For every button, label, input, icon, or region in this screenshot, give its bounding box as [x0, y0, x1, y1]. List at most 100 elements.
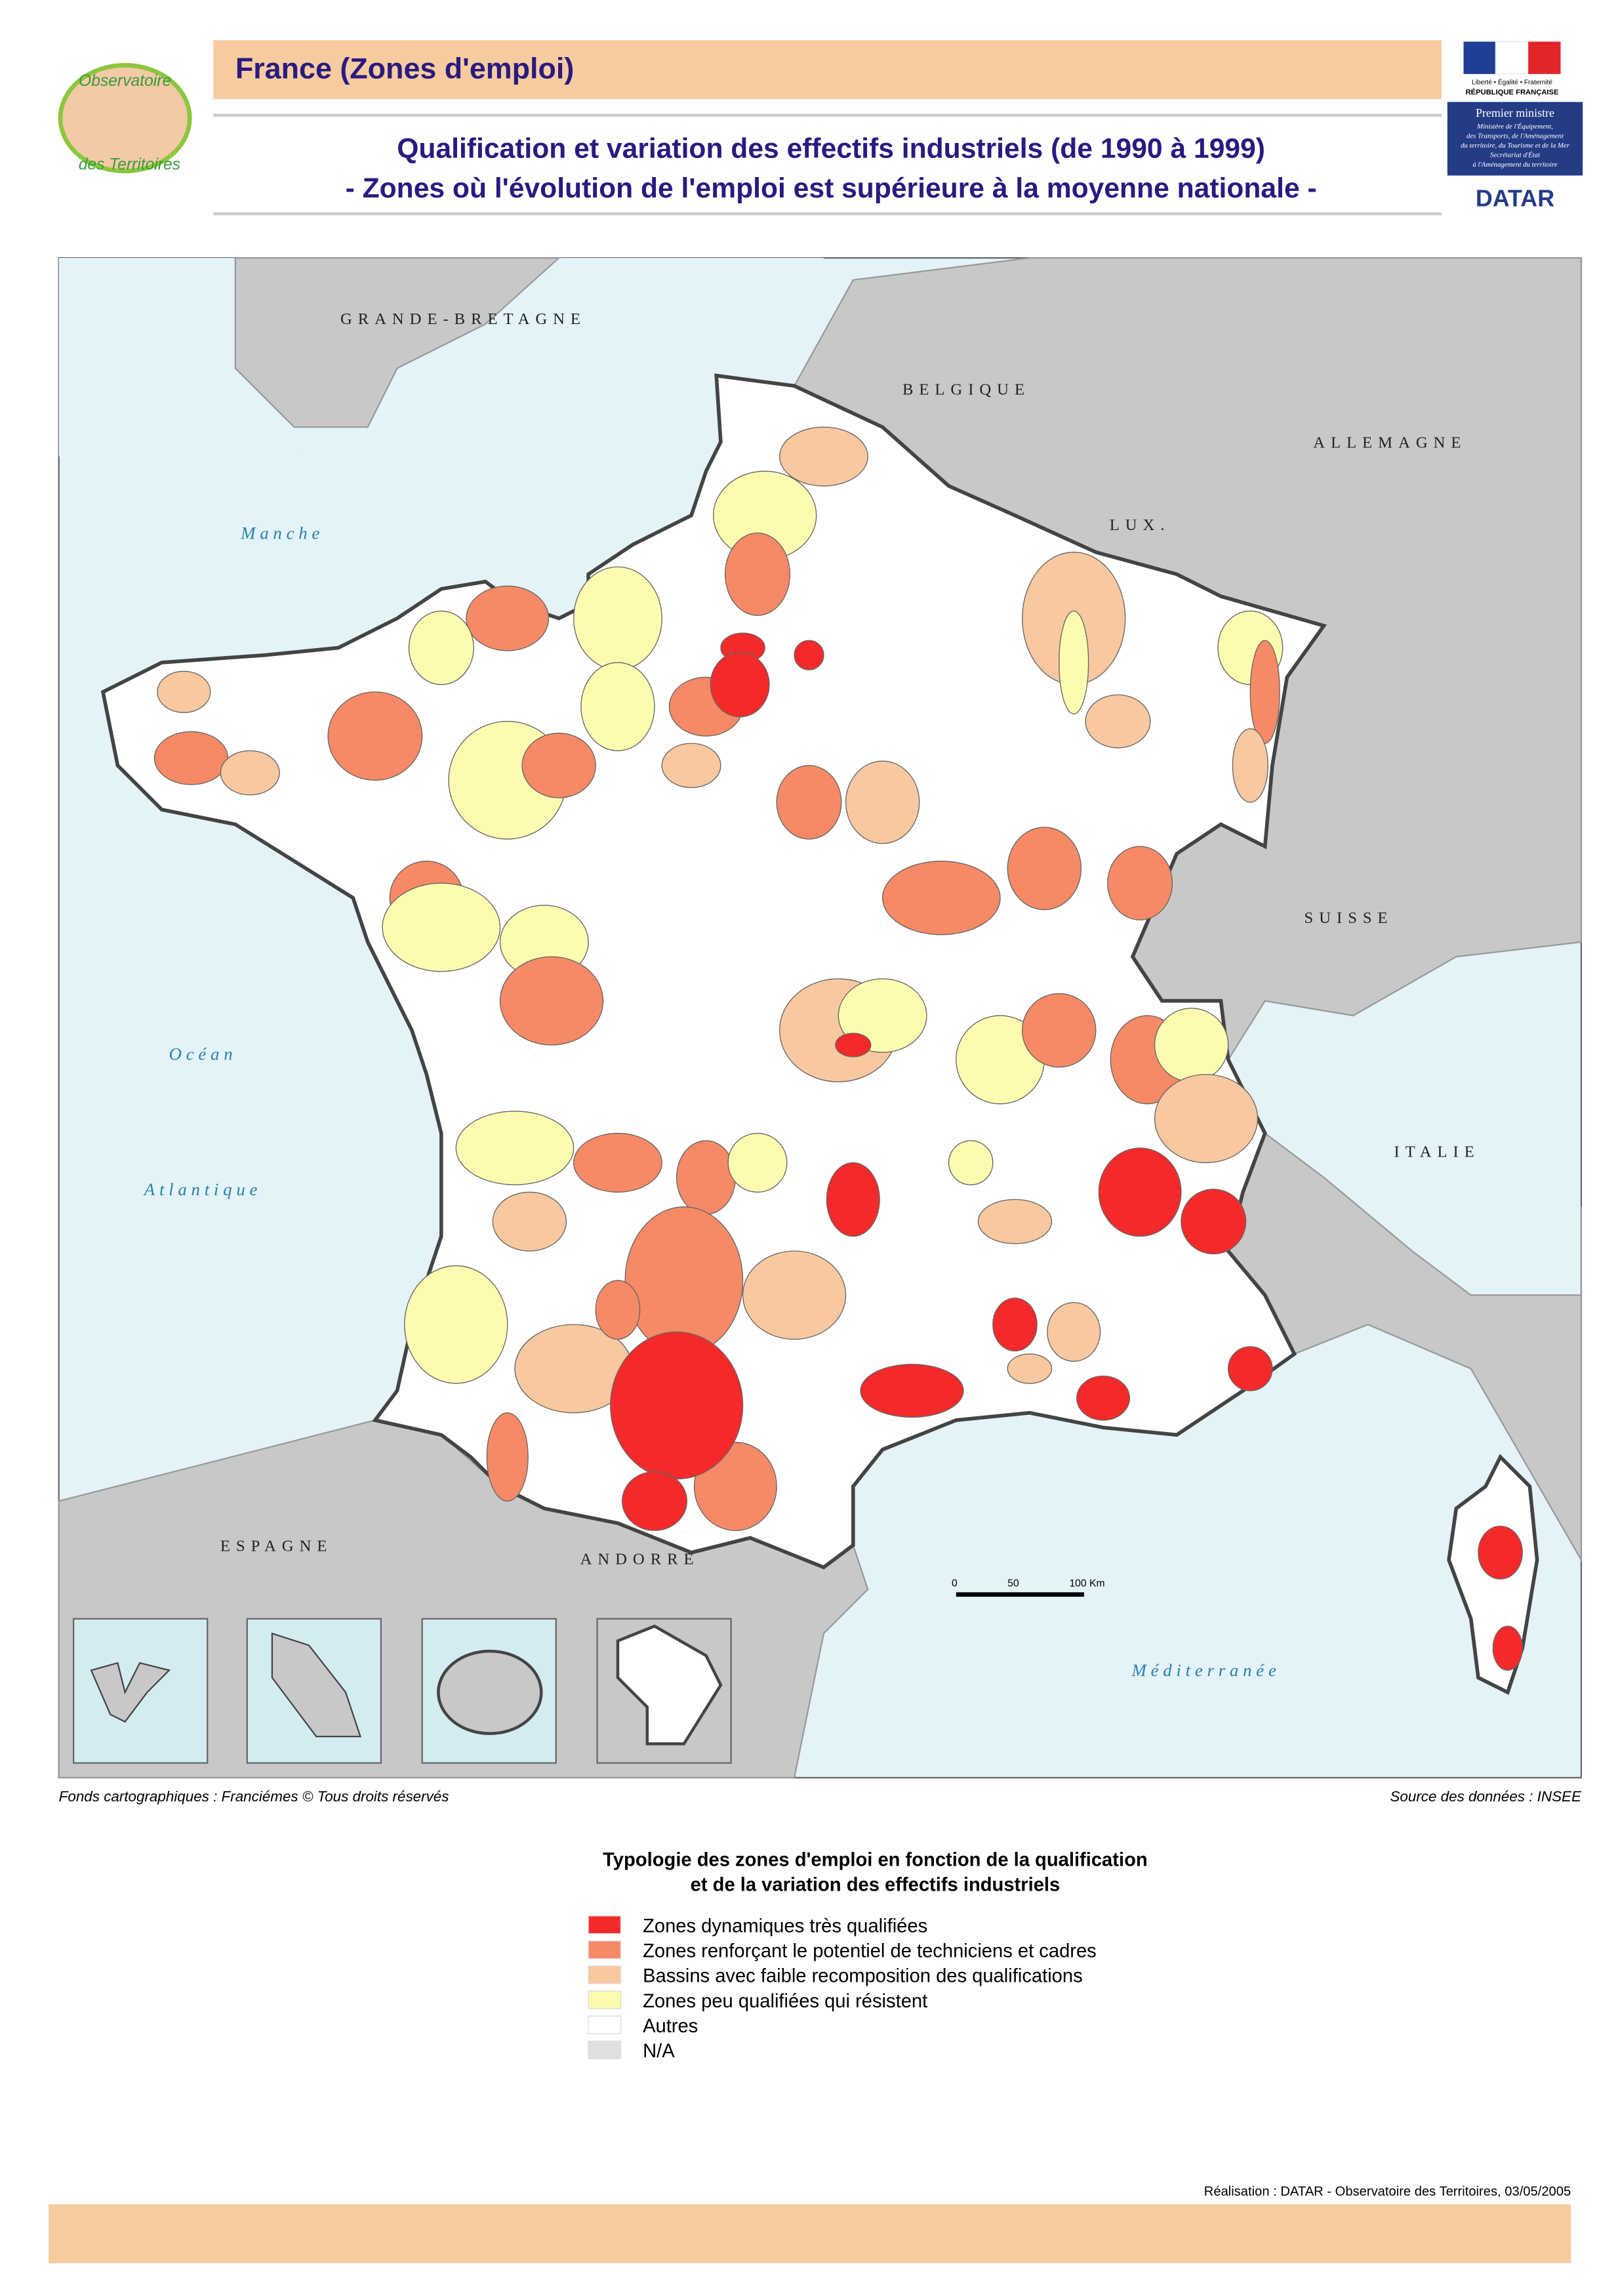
- zone: [404, 1265, 508, 1384]
- logo-republique: Liberté • Égalité • Fraternité RÉPUBLIQU…: [1447, 41, 1583, 212]
- legend-label: Bassins avec faible recomposition des qu…: [643, 1966, 1083, 1987]
- inset-shape: [271, 1632, 362, 1738]
- zone: [1047, 1302, 1101, 1362]
- legend-swatch: [588, 1940, 622, 1959]
- zone: [1154, 1074, 1259, 1164]
- legend-swatch: [588, 2015, 622, 2034]
- zone: [573, 566, 662, 670]
- zone: [1107, 846, 1173, 921]
- zone: [776, 765, 842, 840]
- flag-red: [1528, 41, 1561, 74]
- zone: [835, 1033, 872, 1057]
- legend-swatch: [588, 1965, 622, 1984]
- map: GRANDE-BRETAGNE BELGIQUE ALLEMAGNE LUX. …: [58, 257, 1583, 1779]
- zone: [779, 426, 868, 487]
- zone: [595, 1280, 641, 1340]
- zone: [486, 1412, 529, 1502]
- base-map-note: Fonds cartographiques : Franciémes © Tou…: [59, 1788, 449, 1805]
- republic: RÉPUBLIQUE FRANÇAISE: [1466, 88, 1559, 96]
- legend-label: Zones peu qualifiées qui résistent: [643, 1991, 927, 2012]
- scale-line: [956, 1592, 1084, 1597]
- scale-label: 0: [952, 1578, 958, 1589]
- legend-label: N/A: [643, 2041, 675, 2062]
- insets: [73, 1618, 732, 1764]
- zone: [624, 1206, 744, 1355]
- zone: [466, 585, 550, 651]
- ministry-line: à l'Aménagement du territoire: [1472, 161, 1558, 169]
- zone: [382, 882, 501, 972]
- brand: DATAR: [1476, 186, 1554, 212]
- zone: [492, 1191, 567, 1252]
- zone: [1059, 610, 1089, 715]
- inset-shape: [437, 1649, 543, 1735]
- zone: [408, 610, 474, 686]
- zone: [499, 956, 604, 1046]
- zone: [710, 651, 770, 718]
- country-label: SUISSE: [1305, 909, 1394, 927]
- office: Premier ministre: [1476, 106, 1554, 119]
- flag-blue: [1463, 41, 1496, 74]
- country-label: GRANDE-BRETAGNE: [340, 310, 586, 328]
- logo-shape: [58, 62, 192, 174]
- zone: [220, 750, 280, 796]
- legend-swatch: [588, 1916, 622, 1935]
- zone: [580, 662, 655, 752]
- zone: [1478, 1525, 1523, 1580]
- legend-label: Zones dynamiques très qualifiées: [643, 1916, 927, 1937]
- inset-shape: [616, 1624, 723, 1746]
- credit: Réalisation : DATAR - Observatoire des T…: [1204, 2184, 1571, 2199]
- zone: [977, 1199, 1053, 1244]
- zone: [1098, 1147, 1182, 1237]
- zone: [676, 1140, 737, 1215]
- zone: [1022, 993, 1097, 1068]
- zone: [948, 1140, 994, 1185]
- zone: [1007, 1353, 1053, 1384]
- zone: [661, 743, 721, 789]
- scale-label: 50: [1007, 1578, 1019, 1589]
- ministry-lines: Ministère de l'Équipement,des Transports…: [1461, 123, 1570, 169]
- ministry-box: [1447, 102, 1583, 176]
- sea-label: Manche: [240, 523, 324, 543]
- flag-white: [1495, 41, 1529, 75]
- zone: [153, 731, 229, 785]
- zone: [794, 640, 824, 670]
- sea-label: Méditerranée: [1131, 1660, 1280, 1680]
- legend: Zones dynamiques très qualifiées Zones re…: [588, 1916, 1097, 2062]
- zone: [1076, 1375, 1131, 1421]
- zone: [1085, 694, 1151, 748]
- zone: [1492, 1626, 1523, 1671]
- country-label: ITALIE: [1394, 1143, 1480, 1160]
- source-note: Source des données : INSEE: [1390, 1788, 1582, 1805]
- zone: [1228, 1346, 1273, 1391]
- zone: [521, 732, 596, 798]
- zone: [826, 1162, 880, 1237]
- zone: [742, 1250, 847, 1340]
- sea-label: Océan: [169, 1044, 237, 1063]
- legend-title: Typologie des zones d'emploi en fonction…: [603, 1849, 1148, 1870]
- legend-label: Autres: [643, 2016, 698, 2037]
- title: France (Zones d'emploi): [235, 52, 574, 85]
- legend-swatch: [588, 1990, 622, 2009]
- inset-shape: [90, 1662, 171, 1723]
- legend-label: Zones renforçant le potentiel de technic…: [643, 1941, 1097, 1962]
- france: [100, 373, 1327, 1570]
- ministry-line: Secrétariat d'État: [1490, 152, 1541, 159]
- zone: [860, 1364, 964, 1418]
- ministry-line: du territoire, du Tourisme et de la Mer: [1461, 142, 1570, 150]
- logo-text: des Territoires: [79, 156, 180, 174]
- ministry-line: des Transports, de l'Aménagement: [1466, 132, 1564, 140]
- zones: [153, 426, 1523, 1671]
- title-bar: [213, 40, 1442, 99]
- zone: [1181, 1189, 1247, 1255]
- zone: [1232, 728, 1268, 803]
- zone: [327, 691, 423, 781]
- zone: [845, 760, 920, 844]
- subtitle: Qualification et variation des effectifs…: [397, 133, 1265, 165]
- zone: [610, 1331, 744, 1480]
- logo-observatoire: Observatoire des Territoires: [58, 62, 192, 174]
- sea-label: Atlantique: [143, 1179, 262, 1199]
- zone: [1007, 827, 1082, 911]
- legend-title: et de la variation des effectifs industr…: [691, 1875, 1061, 1896]
